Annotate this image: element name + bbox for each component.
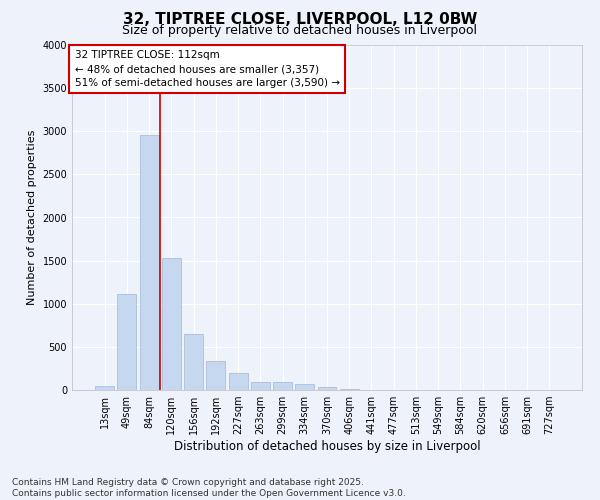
- Bar: [317, 386, 337, 390]
- Bar: [162, 258, 181, 390]
- X-axis label: Distribution of detached houses by size in Liverpool: Distribution of detached houses by size …: [173, 440, 481, 453]
- Y-axis label: Number of detached properties: Number of detached properties: [27, 130, 37, 305]
- Text: 32, TIPTREE CLOSE, LIVERPOOL, L12 0BW: 32, TIPTREE CLOSE, LIVERPOOL, L12 0BW: [123, 12, 477, 28]
- Bar: [340, 389, 359, 390]
- Bar: [140, 134, 158, 390]
- Bar: [184, 334, 203, 390]
- Text: Contains HM Land Registry data © Crown copyright and database right 2025.
Contai: Contains HM Land Registry data © Crown c…: [12, 478, 406, 498]
- Text: 32 TIPTREE CLOSE: 112sqm
← 48% of detached houses are smaller (3,357)
51% of sem: 32 TIPTREE CLOSE: 112sqm ← 48% of detach…: [74, 50, 340, 88]
- Text: Size of property relative to detached houses in Liverpool: Size of property relative to detached ho…: [122, 24, 478, 37]
- Bar: [251, 382, 270, 390]
- Bar: [206, 360, 225, 390]
- Bar: [229, 373, 248, 390]
- Bar: [273, 382, 292, 390]
- Bar: [95, 386, 114, 390]
- Bar: [295, 384, 314, 390]
- Bar: [118, 294, 136, 390]
